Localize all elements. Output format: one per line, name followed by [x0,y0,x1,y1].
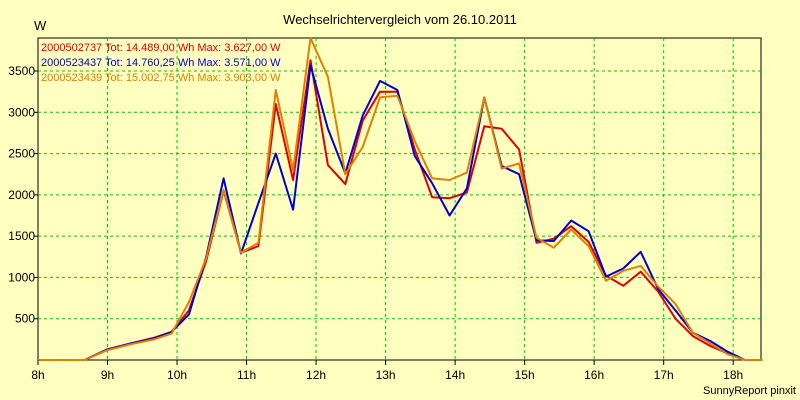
x-tick-label: 11h [237,368,256,382]
legend-entry-3: 2000523439 Tot: 15.002,75 Wh Max: 3.903,… [41,72,281,84]
y-axis-unit: W [34,18,47,33]
chart-title: Wechselrichtervergleich vom 26.10.2011 [283,12,517,27]
x-tick-label: 17h [654,368,674,382]
y-tick-label: 1000 [8,270,35,284]
y-axis-ticks: 500 1000 1500 2000 2500 3000 3500 [8,64,38,326]
x-tick-label: 8h [31,368,44,382]
y-tick-label: 3000 [8,105,35,119]
legend-entry-1: 2000502737 Tot: 14.489,00 Wh Max: 3.627,… [41,42,281,54]
y-tick-label: 2000 [8,188,35,202]
y-tick-label: 2500 [8,147,35,161]
grid [38,38,761,360]
x-tick-label: 15h [515,368,535,382]
y-tick-label: 500 [15,312,35,326]
footer-credit: SunnyReport pinxit [703,385,796,397]
legend-entry-2: 2000523437 Tot: 14.760,25 Wh Max: 3.571,… [41,57,281,69]
plot-area [37,37,762,361]
x-tick-label: 12h [306,368,326,382]
series-line-3 [38,37,763,361]
x-axis-ticks: 8h 9h 10h 11h 12h 13h 14h 15h 16h 17h 18h [31,360,743,382]
series-lines [38,37,763,361]
x-tick-label: 18h [723,368,743,382]
x-tick-label: 9h [101,368,114,382]
y-tick-label: 1500 [8,229,35,243]
series-line-2 [38,64,763,361]
x-tick-label: 16h [584,368,604,382]
legend: 2000502737 Tot: 14.489,00 Wh Max: 3.627,… [41,42,281,84]
x-tick-label: 10h [167,368,187,382]
y-tick-label: 3500 [8,64,35,78]
x-tick-label: 13h [376,368,396,382]
x-tick-label: 14h [445,368,465,382]
